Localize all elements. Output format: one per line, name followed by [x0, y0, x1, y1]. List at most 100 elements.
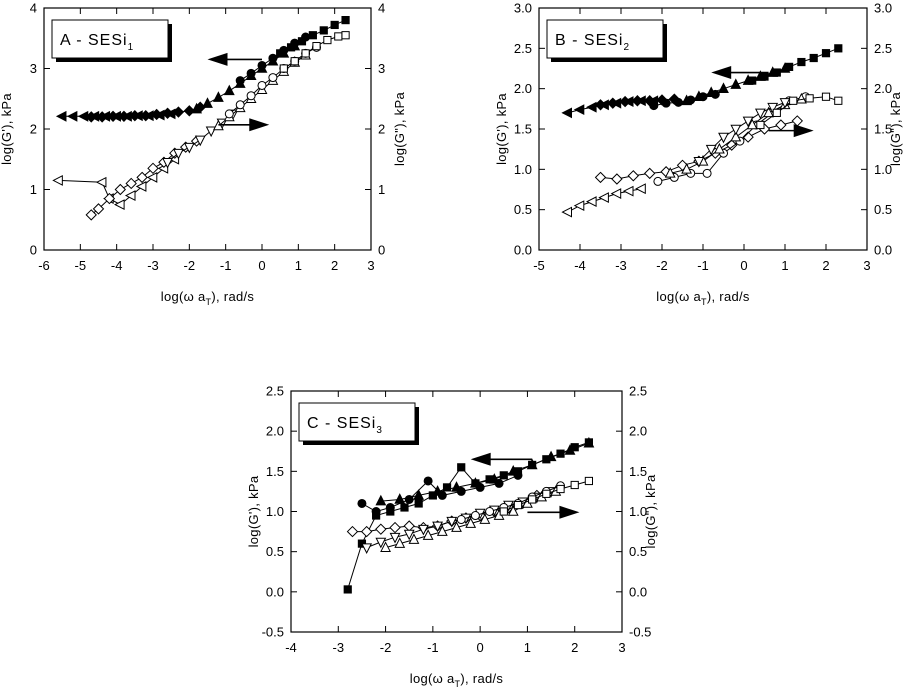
data-point	[297, 37, 307, 46]
data-point	[257, 80, 267, 90]
data-point	[66, 110, 78, 122]
data-point	[124, 190, 136, 201]
data-point	[371, 507, 381, 516]
data-point	[385, 502, 395, 512]
data-point	[584, 476, 593, 486]
data-point	[312, 42, 321, 51]
data-point	[705, 86, 717, 97]
y-tick-label-left: 3.0	[514, 1, 532, 16]
arrow-right	[218, 118, 270, 132]
panel-label-subscript: 1	[128, 42, 134, 53]
data-point	[754, 108, 766, 120]
data-point	[423, 476, 433, 486]
data-point	[622, 185, 634, 197]
panel-label-main: B - SESi	[555, 32, 623, 49]
series-1-triangle-left-filled	[561, 95, 659, 119]
data-point	[135, 181, 147, 192]
x-tick-label: 1	[295, 258, 302, 273]
data-point	[821, 49, 831, 58]
panel-label: C - SESi3	[307, 415, 382, 436]
data-point	[202, 97, 213, 108]
data-point	[561, 107, 572, 119]
data-point	[556, 484, 565, 494]
data-point	[343, 585, 352, 594]
data-point	[172, 106, 185, 118]
data-point	[746, 118, 758, 130]
data-point	[718, 132, 729, 144]
data-point	[805, 94, 814, 103]
data-point	[470, 511, 480, 521]
arrow-right	[527, 505, 580, 519]
data-point	[394, 493, 406, 504]
data-point	[834, 96, 843, 105]
x-axis-label: log(ω aT), rad/s	[656, 289, 750, 307]
data-point	[346, 525, 359, 538]
data-point	[573, 200, 585, 212]
y-tick-label-right: 1	[378, 182, 385, 197]
data-point	[795, 92, 807, 104]
data-point	[107, 110, 119, 123]
data-point	[545, 450, 557, 462]
data-point	[725, 139, 738, 151]
y-tick-label-right: -0.5	[629, 625, 651, 640]
data-point	[276, 49, 285, 58]
data-point	[834, 44, 843, 53]
data-point	[268, 53, 278, 63]
y-tick-label-left: 0.0	[266, 584, 284, 599]
x-tick-label: 2	[571, 640, 578, 655]
arrow-head	[207, 52, 228, 66]
x-axis-label-main: log(ω a	[161, 289, 206, 304]
series-7-diamond-open	[85, 135, 203, 221]
data-point	[422, 529, 434, 540]
data-point	[779, 98, 791, 109]
data-point	[730, 124, 742, 136]
x-tick-label: -4	[285, 640, 297, 655]
y-tick-label-left: 2.5	[514, 41, 532, 56]
y-tick-label-right: 0.0	[629, 584, 647, 599]
data-point	[205, 126, 217, 138]
data-point	[334, 32, 343, 41]
arrow-head	[470, 452, 491, 466]
panel-label-subscript: 2	[623, 42, 629, 53]
data-point	[96, 111, 108, 123]
series-8-triangle-down-open	[162, 109, 239, 169]
data-point	[246, 91, 256, 101]
data-point	[375, 537, 387, 549]
data-point	[485, 507, 495, 516]
data-point	[456, 515, 466, 525]
data-point	[341, 31, 350, 40]
data-point	[767, 102, 779, 114]
panel-label-main: C - SESi	[307, 415, 376, 432]
data-point	[413, 489, 425, 500]
data-point	[619, 95, 631, 108]
data-point	[246, 68, 256, 78]
x-axis-label: log(ω aT), rad/s	[410, 671, 504, 689]
panel-label: B - SESi2	[555, 32, 629, 53]
data-point	[403, 529, 415, 541]
data-point	[129, 109, 141, 122]
y-tick-label-right: 0.5	[874, 202, 892, 217]
x-axis-label-subscript: T	[206, 297, 212, 307]
x-tick-label: 2	[822, 258, 829, 273]
data-point	[631, 95, 644, 107]
data-point	[528, 495, 537, 504]
data-point	[125, 177, 137, 190]
data-point	[432, 521, 444, 533]
x-tick-label: -2	[656, 258, 668, 273]
x-tick-label: 0	[740, 258, 747, 273]
data-point	[748, 76, 757, 85]
data-point	[389, 532, 401, 544]
data-point	[290, 57, 299, 66]
data-point	[730, 78, 742, 89]
data-point	[635, 183, 646, 195]
data-point	[586, 196, 597, 208]
data-point	[507, 505, 519, 516]
data-point	[301, 49, 310, 58]
data-point	[212, 91, 224, 102]
data-point	[451, 481, 462, 492]
data-point	[146, 171, 158, 183]
y-axis-label-left: log(G'), kPa	[0, 93, 14, 165]
data-point	[279, 64, 288, 73]
data-point	[446, 516, 458, 528]
series-10-triangle-down-open	[693, 98, 791, 168]
